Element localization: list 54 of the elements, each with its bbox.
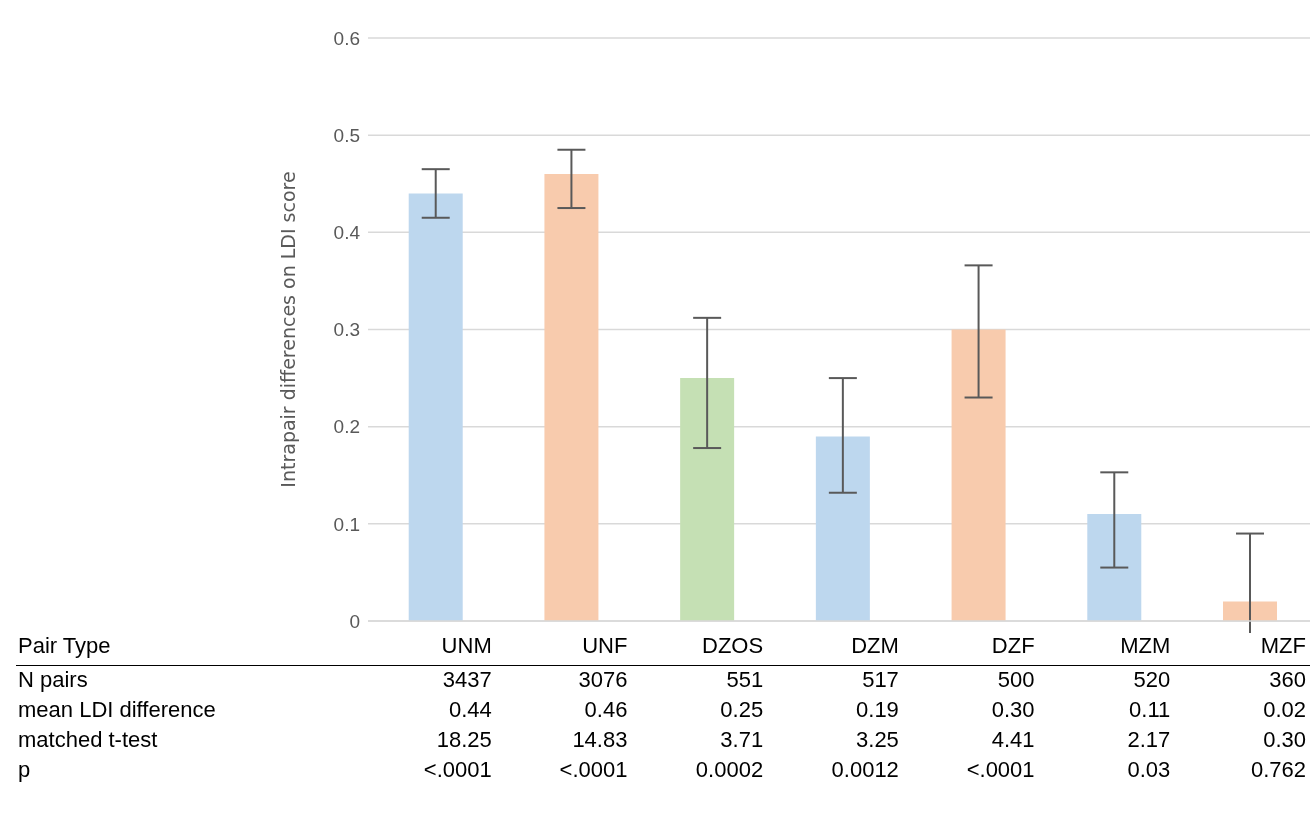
- y-tick-label: 0.5: [333, 124, 360, 146]
- text: 500: [997, 667, 1035, 693]
- y-tick-label: 0: [349, 610, 360, 632]
- text: 2.17: [1127, 727, 1171, 753]
- text: 0.02: [1263, 697, 1306, 723]
- text: 0.0012: [831, 757, 899, 783]
- text: 3.71: [720, 727, 764, 753]
- x-tick-label: DZF: [991, 633, 1035, 659]
- bar: [1087, 514, 1142, 621]
- text: 520: [1133, 667, 1171, 693]
- text: 0.44: [448, 697, 492, 723]
- text: 0.25: [720, 697, 764, 723]
- text: N pairs: [18, 667, 88, 693]
- text: <.0001: [559, 757, 628, 783]
- bar: [544, 174, 599, 621]
- text: 3076: [578, 667, 628, 693]
- text: 0.0002: [695, 757, 764, 783]
- text: p: [18, 757, 31, 783]
- x-tick-label: MZM: [1120, 633, 1171, 659]
- y-tick-label: 0.6: [333, 27, 360, 49]
- text: 0.11: [1129, 697, 1171, 723]
- y-tick-label: 0.4: [333, 222, 361, 244]
- text: 0.03: [1127, 757, 1171, 783]
- x-tick-label: UNF: [582, 633, 628, 659]
- text: 551: [726, 667, 764, 693]
- text: 0.762: [1250, 757, 1306, 783]
- text: <.0001: [966, 757, 1035, 783]
- text: 3437: [442, 667, 492, 693]
- text: Pair Type: [18, 633, 111, 659]
- x-tick-label: MZF: [1260, 633, 1306, 659]
- text: 0.46: [584, 697, 628, 723]
- text: 14.83: [572, 727, 628, 753]
- text: 0.30: [1263, 727, 1306, 753]
- x-tick-label: DZM: [851, 633, 899, 659]
- text: <.0001: [423, 757, 492, 783]
- text: mean LDI difference: [18, 697, 216, 723]
- y-tick-label: 0.2: [333, 416, 360, 438]
- text: 517: [862, 667, 899, 693]
- y-tick-label: 0.1: [333, 513, 360, 535]
- text: 18.25: [436, 727, 492, 753]
- x-tick-label: UNM: [441, 633, 492, 659]
- y-tick-label: 0.3: [333, 319, 360, 341]
- text: 0.30: [991, 697, 1035, 723]
- x-tick-label: DZOS: [702, 633, 764, 659]
- text: 0.19: [856, 697, 899, 723]
- bar: [951, 329, 1006, 621]
- bar: [815, 436, 870, 621]
- y-axis-title: Intrapair differences on LDI score: [276, 171, 299, 488]
- text: 3.25: [856, 727, 899, 753]
- bar: [680, 378, 735, 621]
- text: matched t-test: [18, 727, 158, 753]
- text: 360: [1269, 667, 1306, 693]
- bar: [408, 193, 463, 621]
- text: 4.41: [991, 727, 1035, 753]
